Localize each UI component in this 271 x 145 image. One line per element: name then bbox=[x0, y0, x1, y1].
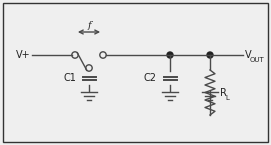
Text: f: f bbox=[87, 21, 91, 30]
Circle shape bbox=[100, 52, 106, 58]
Circle shape bbox=[86, 65, 92, 71]
Text: C1: C1 bbox=[63, 73, 76, 83]
Circle shape bbox=[167, 52, 173, 58]
Text: V+: V+ bbox=[16, 50, 31, 60]
Text: OUT: OUT bbox=[250, 57, 265, 63]
Text: L: L bbox=[225, 95, 229, 100]
Circle shape bbox=[72, 52, 78, 58]
Text: R: R bbox=[220, 87, 227, 97]
Text: V: V bbox=[245, 50, 252, 60]
Circle shape bbox=[207, 52, 213, 58]
Text: C2: C2 bbox=[144, 73, 157, 83]
